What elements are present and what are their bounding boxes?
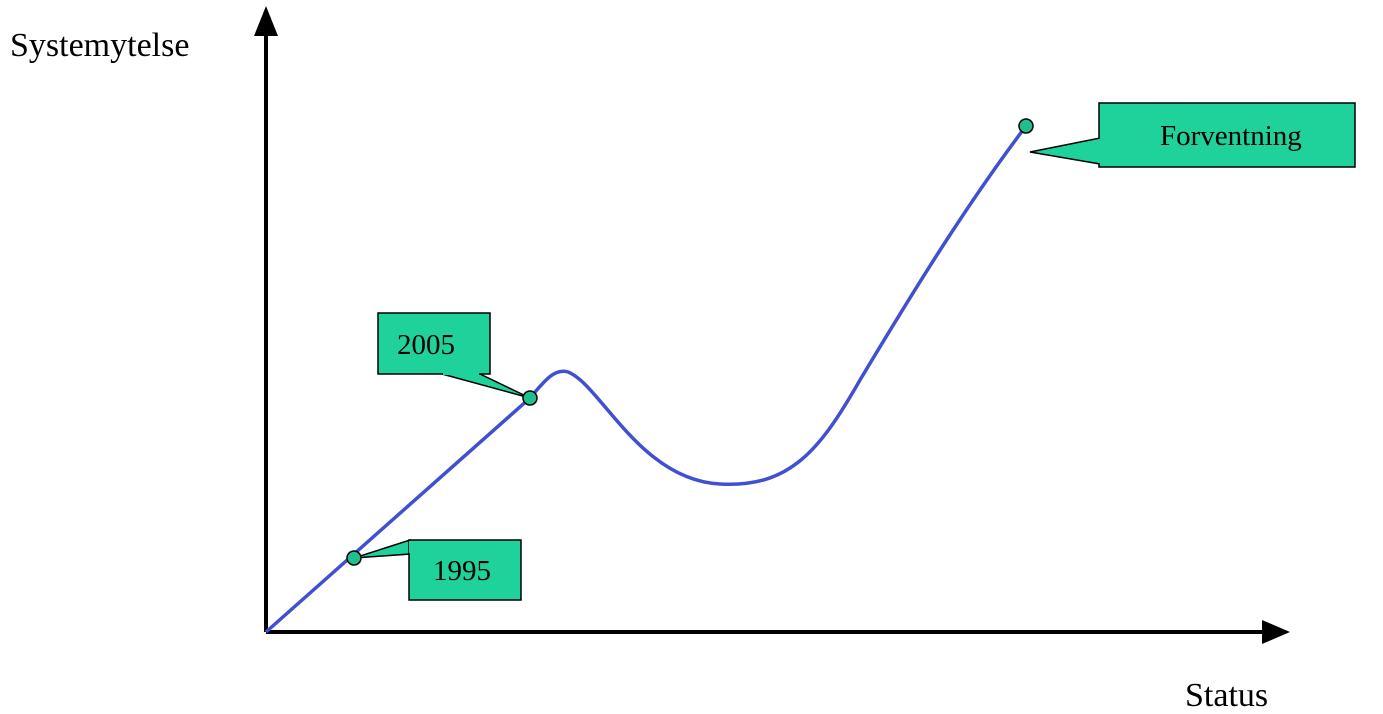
marker-1995	[346, 550, 362, 566]
callout-1995-label: 1995	[433, 555, 491, 587]
y-axis-label: Systemytelse	[10, 27, 189, 64]
callout-forventning-box	[1098, 102, 1356, 168]
x-axis-arrowhead	[1262, 620, 1290, 644]
callout-forventning-label: Forventning	[1160, 120, 1302, 152]
y-axis-arrowhead	[254, 6, 278, 36]
callout-2005-label: 2005	[397, 329, 455, 361]
callout-1995-box	[408, 539, 522, 601]
callout-2005-box	[377, 312, 491, 375]
callout-forventning-pointer	[1029, 137, 1101, 165]
marker-2005	[522, 390, 538, 406]
callout-1995-pointer	[353, 538, 411, 559]
performance-curve	[264, 124, 1028, 634]
marker-forventning	[1018, 118, 1034, 134]
callout-2005-pointer	[441, 373, 531, 399]
x-axis-label: Status	[1185, 677, 1268, 714]
